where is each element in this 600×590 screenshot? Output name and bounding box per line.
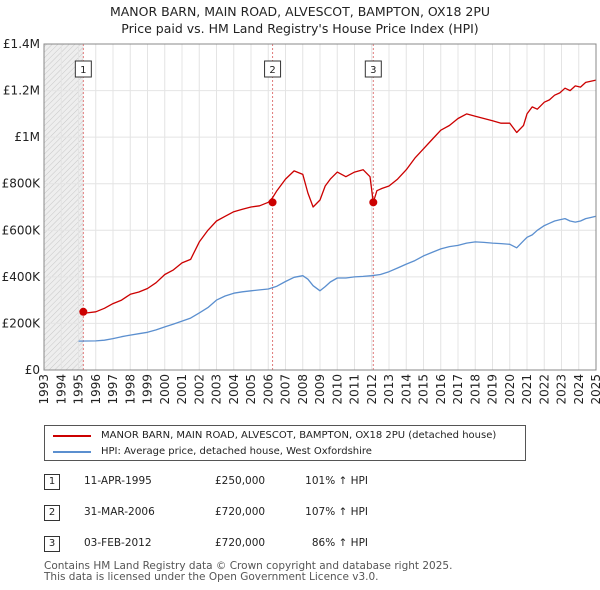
sale-hpi-change: 107% ↑ HPI <box>305 506 368 518</box>
x-tick-label: 2020 <box>503 374 517 405</box>
x-tick-label: 2009 <box>313 374 327 405</box>
sale-date: 11-APR-1995 <box>84 475 152 487</box>
legend: MANOR BARN, MAIN ROAD, ALVESCOT, BAMPTON… <box>44 425 526 461</box>
x-tick-label: 2019 <box>486 374 500 405</box>
x-tick-label: 1996 <box>89 374 103 405</box>
x-tick-label: 2008 <box>296 374 310 405</box>
sale-label-box <box>364 60 382 78</box>
x-tick-label: 1994 <box>54 374 68 405</box>
legend-label-property: MANOR BARN, MAIN ROAD, ALVESCOT, BAMPTON… <box>101 430 497 441</box>
footer-licence: This data is licensed under the Open Gov… <box>44 571 379 583</box>
series-line-hpi <box>78 215 597 342</box>
y-tick-label: £600K <box>2 223 42 237</box>
x-tick-label: 2006 <box>261 374 275 405</box>
x-tick-label: 2003 <box>210 374 224 405</box>
plot-border <box>43 43 597 371</box>
x-tick-label: 2011 <box>348 374 362 405</box>
chart-title: MANOR BARN, MAIN ROAD, ALVESCOT, BAMPTON… <box>109 4 491 19</box>
x-tick-label: 2004 <box>227 374 241 405</box>
y-tick-label: £1.2M <box>3 84 40 98</box>
x-tick-label: 2002 <box>192 374 206 405</box>
legend-item-hpi: HPI: Average price, detached house, West… <box>53 444 523 459</box>
x-tick-label: 2000 <box>158 374 172 405</box>
x-tick-label: 2012 <box>365 374 379 405</box>
y-tick-label: £0 <box>25 363 40 377</box>
x-tick-label: 2010 <box>330 374 344 405</box>
sale-hpi-change: 101% ↑ HPI <box>305 475 368 487</box>
legend-item-property: MANOR BARN, MAIN ROAD, ALVESCOT, BAMPTON… <box>53 428 523 443</box>
y-tick-label: £1M <box>14 130 40 144</box>
pre-data-shade <box>44 44 84 370</box>
sale-point <box>79 307 88 316</box>
x-tick-label: 2017 <box>451 374 465 405</box>
x-tick-label: 2005 <box>244 374 258 405</box>
y-tick-label: £800K <box>2 177 42 191</box>
x-tick-label: 2016 <box>434 374 448 405</box>
sale-date: 31-MAR-2006 <box>84 506 155 518</box>
x-tick-label: 1997 <box>106 374 120 405</box>
series-line-property <box>83 79 597 314</box>
sale-row: 1 11-APR-1995 £250,000 101% ↑ HPI <box>0 474 600 492</box>
x-tick-label: 2014 <box>399 374 413 405</box>
sale-price: £720,000 <box>215 506 266 518</box>
price-chart: 1 2 3 £0 £200K £400K £600K £800K £1M £1.2M £1.4M 1… <box>2 37 600 405</box>
legend-label-hpi: HPI: Average price, detached house, West… <box>101 446 372 457</box>
x-tick-label: 1998 <box>123 374 137 405</box>
x-tick-label: 2018 <box>468 374 482 405</box>
sale-point <box>369 198 378 207</box>
x-tick-label: 2022 <box>537 374 551 405</box>
legend-swatch-property <box>53 435 91 437</box>
x-tick-label: 2007 <box>279 374 293 405</box>
x-tick-label: 1999 <box>141 374 155 405</box>
sale-number-badge: 3 <box>44 536 60 552</box>
sale-point <box>268 198 277 207</box>
y-tick-label: £1.4M <box>3 37 40 51</box>
x-tick-label: 2025 <box>589 374 600 405</box>
sale-label-number: 2 <box>269 65 275 76</box>
sale-price: £720,000 <box>215 537 266 549</box>
sale-price: £250,000 <box>215 475 266 487</box>
sale-row: 3 03-FEB-2012 £720,000 86% ↑ HPI <box>0 536 600 554</box>
sale-number-badge: 2 <box>44 505 60 521</box>
sale-number-badge: 1 <box>44 474 60 490</box>
sale-row: 2 31-MAR-2006 £720,000 107% ↑ HPI <box>0 505 600 523</box>
sale-label-number: 3 <box>370 65 376 76</box>
x-tick-label: 1993 <box>37 374 51 405</box>
y-tick-label: £400K <box>2 270 42 284</box>
sale-label-box <box>74 60 92 78</box>
x-tick-label: 2013 <box>382 374 396 405</box>
legend-swatch-hpi <box>53 451 91 453</box>
sale-date: 03-FEB-2012 <box>84 537 152 549</box>
chart-subtitle: Price paid vs. HM Land Registry's House … <box>121 21 479 36</box>
footer-copyright: Contains HM Land Registry data © Crown c… <box>44 560 453 572</box>
x-tick-label: 2024 <box>572 374 586 405</box>
x-tick-label: 2015 <box>417 374 431 405</box>
x-tick-label: 1995 <box>72 374 86 405</box>
x-tick-label: 2021 <box>520 374 534 405</box>
x-tick-label: 2001 <box>175 374 189 405</box>
sale-label-box <box>264 60 282 78</box>
x-tick-label: 2023 <box>555 374 569 405</box>
sale-label-number: 1 <box>80 65 86 76</box>
y-tick-label: £200K <box>2 316 42 330</box>
sale-hpi-change: 86% ↑ HPI <box>311 537 368 549</box>
